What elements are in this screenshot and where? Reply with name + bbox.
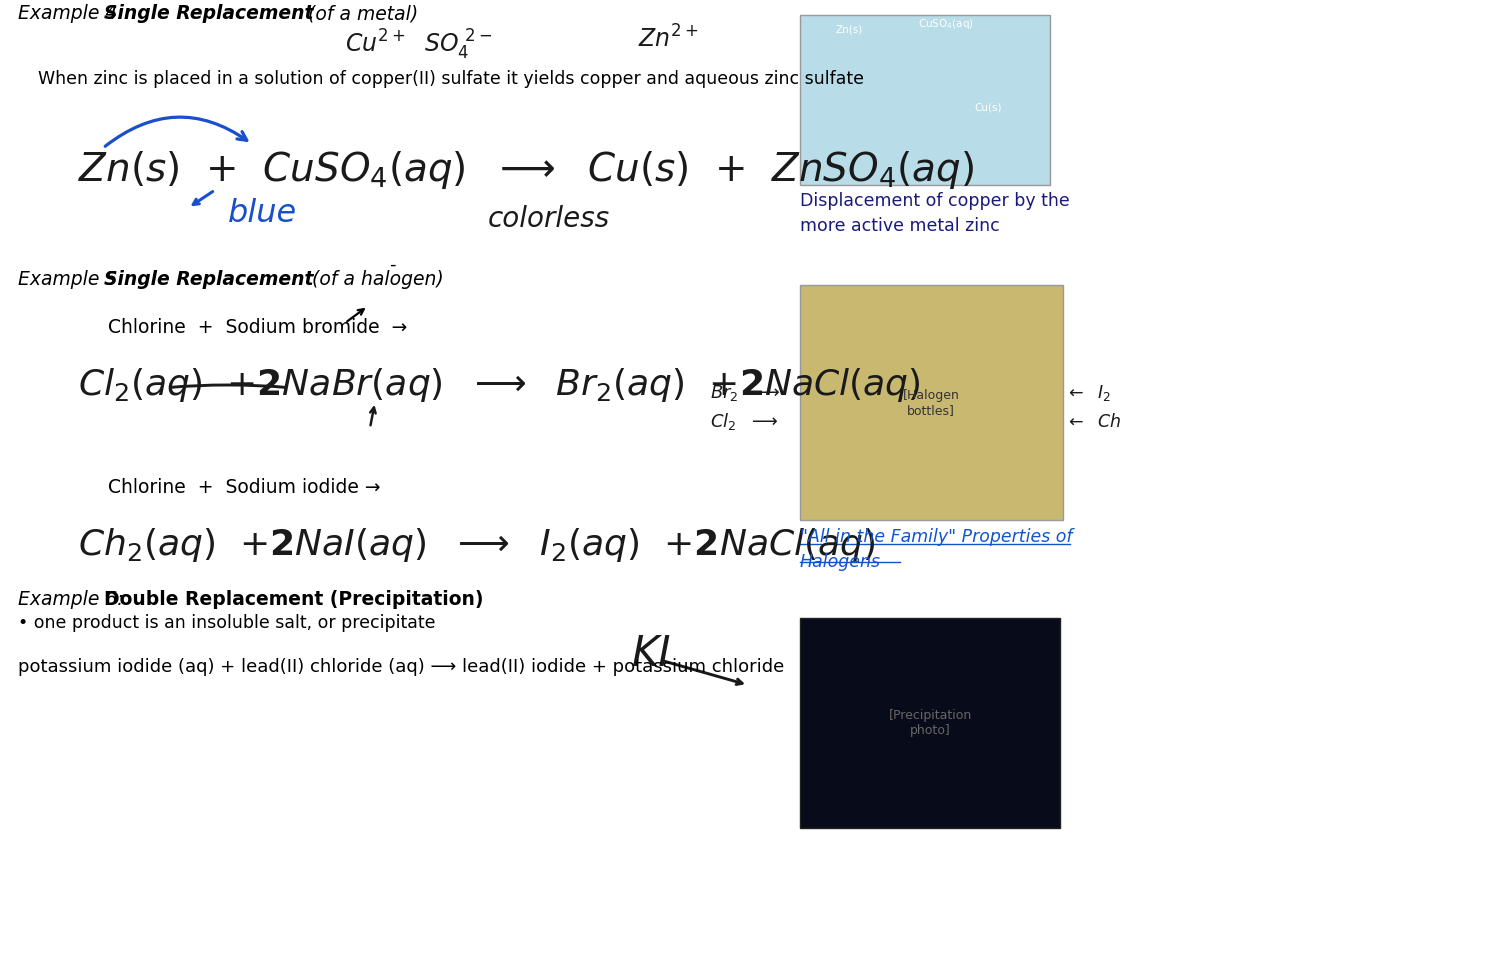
Text: Example 5:: Example 5: [18,270,130,289]
Text: Displacement of copper by the
more active metal zinc: Displacement of copper by the more activ… [800,192,1070,235]
Text: $Cl_2$  $\longrightarrow$: $Cl_2$ $\longrightarrow$ [710,412,778,433]
FancyBboxPatch shape [800,15,1050,185]
Text: KI: KI [631,633,672,675]
Text: $Cu^{2+}$  $SO_4^{\ 2-}$: $Cu^{2+}$ $SO_4^{\ 2-}$ [345,28,493,62]
Text: Single Replacement: Single Replacement [104,270,313,289]
Text: Example 6:: Example 6: [18,590,130,609]
Text: (of a metal): (of a metal) [295,4,419,23]
Text: Single Replacement: Single Replacement [104,4,313,23]
Text: Double Replacement (Precipitation): Double Replacement (Precipitation) [104,590,484,609]
Text: $Zn^{2+}$: $Zn^{2+}$ [637,25,699,52]
Text: potassium iodide (aq) + lead(II) chloride (aq) ⟶ lead(II) iodide + potassium chl: potassium iodide (aq) + lead(II) chlorid… [18,658,784,676]
FancyArrowPatch shape [105,117,247,146]
FancyBboxPatch shape [800,618,1059,828]
FancyBboxPatch shape [800,285,1062,520]
Text: $Zn(s)$  +  $CuSO_4(aq)$  $\longrightarrow$  $Cu(s)$  +  $ZnSO_4(aq)$: $Zn(s)$ + $CuSO_4(aq)$ $\longrightarrow$… [78,149,974,191]
Text: -: - [389,256,395,274]
Text: $Cl_2(aq)$  +$\bf{2}$$NaBr(aq)$  $\longrightarrow$  $Br_2(aq)$  +$\bf{2}$$NaCl(a: $Cl_2(aq)$ +$\bf{2}$$NaBr(aq)$ $\longrig… [78,366,921,404]
Text: When zinc is placed in a solution of copper(II) sulfate it yields copper and aqu: When zinc is placed in a solution of cop… [38,70,864,88]
Text: colorless: colorless [488,205,610,233]
Text: [Precipitation
photo]: [Precipitation photo] [888,709,972,737]
Text: [Halogen
bottles]: [Halogen bottles] [903,389,960,417]
Text: Chlorine  +  Sodium bromide  →: Chlorine + Sodium bromide → [109,318,407,337]
Text: blue: blue [228,198,297,229]
Text: Cu(s): Cu(s) [974,102,1002,112]
Text: CuSO$_4$(aq): CuSO$_4$(aq) [918,17,974,31]
Text: $Ch_2(aq)$  +$\bf{2}$$NaI(aq)$  $\longrightarrow$  $I_2(aq)$  +$\bf{2}$$NaCl(aq): $Ch_2(aq)$ +$\bf{2}$$NaI(aq)$ $\longrigh… [78,526,876,564]
Text: Zn(s): Zn(s) [835,25,862,35]
Text: • one product is an insoluble salt, or precipitate: • one product is an insoluble salt, or p… [18,614,436,632]
Text: $\leftarrow$  $Ch$: $\leftarrow$ $Ch$ [1065,413,1121,431]
Text: $Br_2$  $\longrightarrow$: $Br_2$ $\longrightarrow$ [710,383,781,403]
Text: (of a halogen): (of a halogen) [300,270,443,289]
Text: $\leftarrow$  $I_2$: $\leftarrow$ $I_2$ [1065,383,1111,403]
Text: Example 4:: Example 4: [18,4,130,23]
Text: Chlorine  +  Sodium iodide →: Chlorine + Sodium iodide → [109,478,381,497]
Text: "All in the Family" Properties of
Halogens: "All in the Family" Properties of Haloge… [800,528,1073,571]
